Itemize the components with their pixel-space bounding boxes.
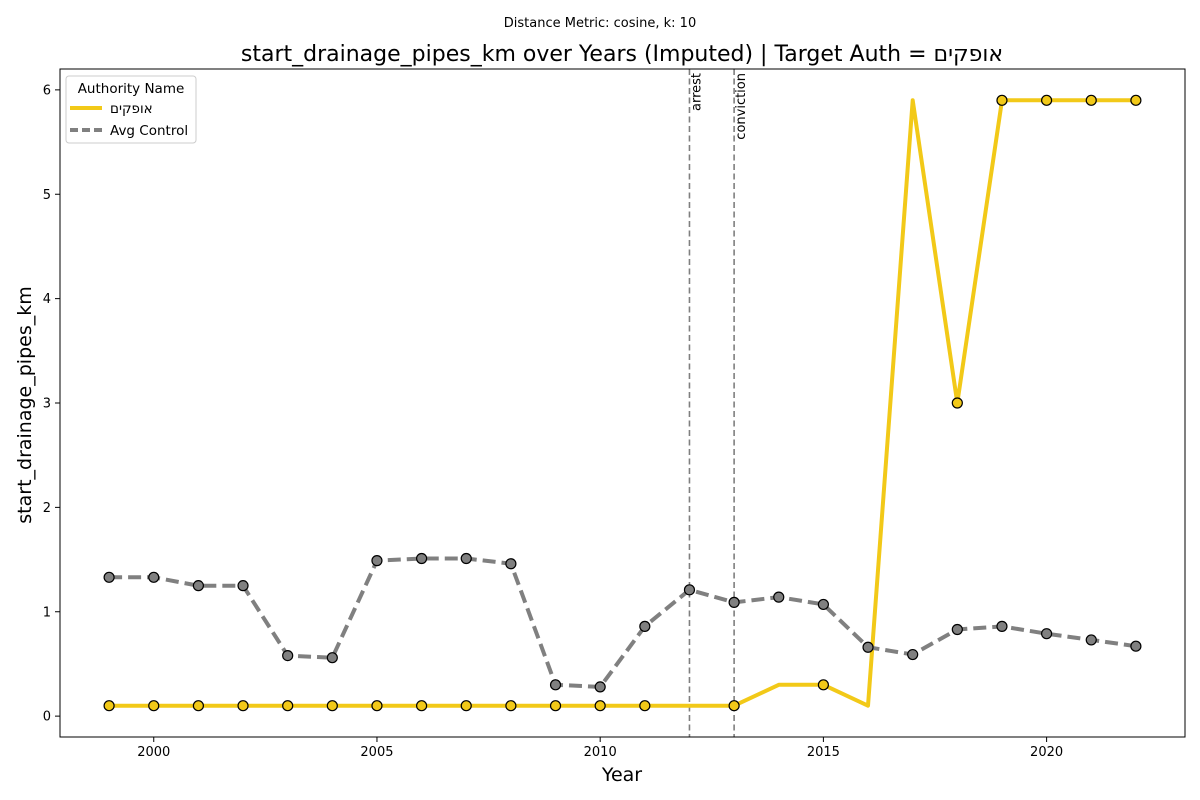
- data-point: [416, 700, 428, 712]
- data-point: [460, 700, 472, 712]
- y-tick-label: 4: [43, 292, 51, 307]
- data-point: [817, 598, 829, 611]
- data-point: [907, 648, 919, 661]
- series-line: [109, 556, 1137, 689]
- data-point: [1085, 94, 1097, 106]
- data-point: [460, 552, 472, 565]
- x-axis-title: Year: [601, 764, 642, 786]
- series-line: [109, 98, 1136, 708]
- data-point: [1085, 634, 1097, 646]
- x-tick-label: 2015: [807, 745, 840, 760]
- axes: 2000 2005 2010 2015 2020 0 1 2 3 4 5 6: [43, 68, 1186, 760]
- data-point: [371, 700, 383, 712]
- data-point: [996, 620, 1008, 632]
- y-tick-label: 1: [43, 605, 51, 620]
- data-point: [549, 700, 562, 712]
- data-point: [282, 649, 294, 662]
- x-tick-label: 2000: [137, 745, 170, 760]
- data-point: [505, 558, 517, 570]
- data-point: [237, 580, 249, 592]
- data-point: [103, 700, 115, 712]
- y-tick-label: 2: [43, 501, 51, 516]
- data-point: [192, 580, 204, 592]
- legend-label: Avg Control: [110, 123, 188, 139]
- data-point: [951, 397, 963, 409]
- data-point: [996, 94, 1008, 106]
- data-point: [103, 571, 115, 583]
- legend-title: Authority Name: [78, 81, 185, 97]
- data-point: [148, 571, 160, 583]
- y-axis-title: start_drainage_pipes_km: [14, 286, 36, 523]
- data-point: [371, 555, 383, 567]
- data-point: [326, 700, 338, 712]
- event-label: arrest: [689, 73, 704, 111]
- event-label: conviction: [734, 73, 749, 140]
- y-tick-label: 3: [43, 397, 51, 412]
- chart-suptitle: Distance Metric: cosine, k: 10: [504, 16, 696, 31]
- y-tick-label: 5: [43, 188, 51, 203]
- x-tick-label: 2005: [360, 745, 393, 760]
- legend-label: אופקים: [110, 101, 153, 117]
- data-point: [594, 681, 606, 693]
- data-point: [639, 700, 651, 712]
- data-point: [639, 620, 651, 632]
- legend: Authority Name אופקים Avg Control: [65, 75, 197, 144]
- x-tick-label: 2020: [1030, 745, 1063, 760]
- legend-box: [65, 75, 197, 144]
- data-point: [326, 652, 338, 664]
- data-point: [282, 700, 294, 712]
- data-point: [192, 700, 204, 712]
- axes-frame: [59, 68, 1186, 738]
- chart-title: start_drainage_pipes_km over Years (Impu…: [241, 42, 1003, 67]
- data-point: [416, 552, 428, 565]
- data-point: [1130, 94, 1142, 106]
- data-point: [594, 700, 606, 712]
- data-point: [728, 596, 740, 608]
- data-point: [683, 584, 696, 596]
- data-point: [549, 679, 562, 691]
- y-tick-label: 0: [43, 710, 51, 725]
- data-point: [505, 700, 517, 712]
- x-tick-label: 2010: [584, 745, 617, 760]
- data-point: [148, 700, 160, 712]
- data-point: [1041, 94, 1053, 106]
- data-point: [1130, 640, 1142, 652]
- data-point: [1041, 628, 1053, 640]
- plot-area: arrest conviction: [103, 69, 1142, 737]
- y-tick-label: 6: [43, 83, 51, 98]
- data-point: [862, 641, 874, 653]
- data-point: [728, 700, 740, 712]
- data-point: [773, 591, 785, 603]
- data-point: [817, 679, 829, 691]
- data-point: [237, 700, 249, 712]
- data-point: [951, 623, 963, 636]
